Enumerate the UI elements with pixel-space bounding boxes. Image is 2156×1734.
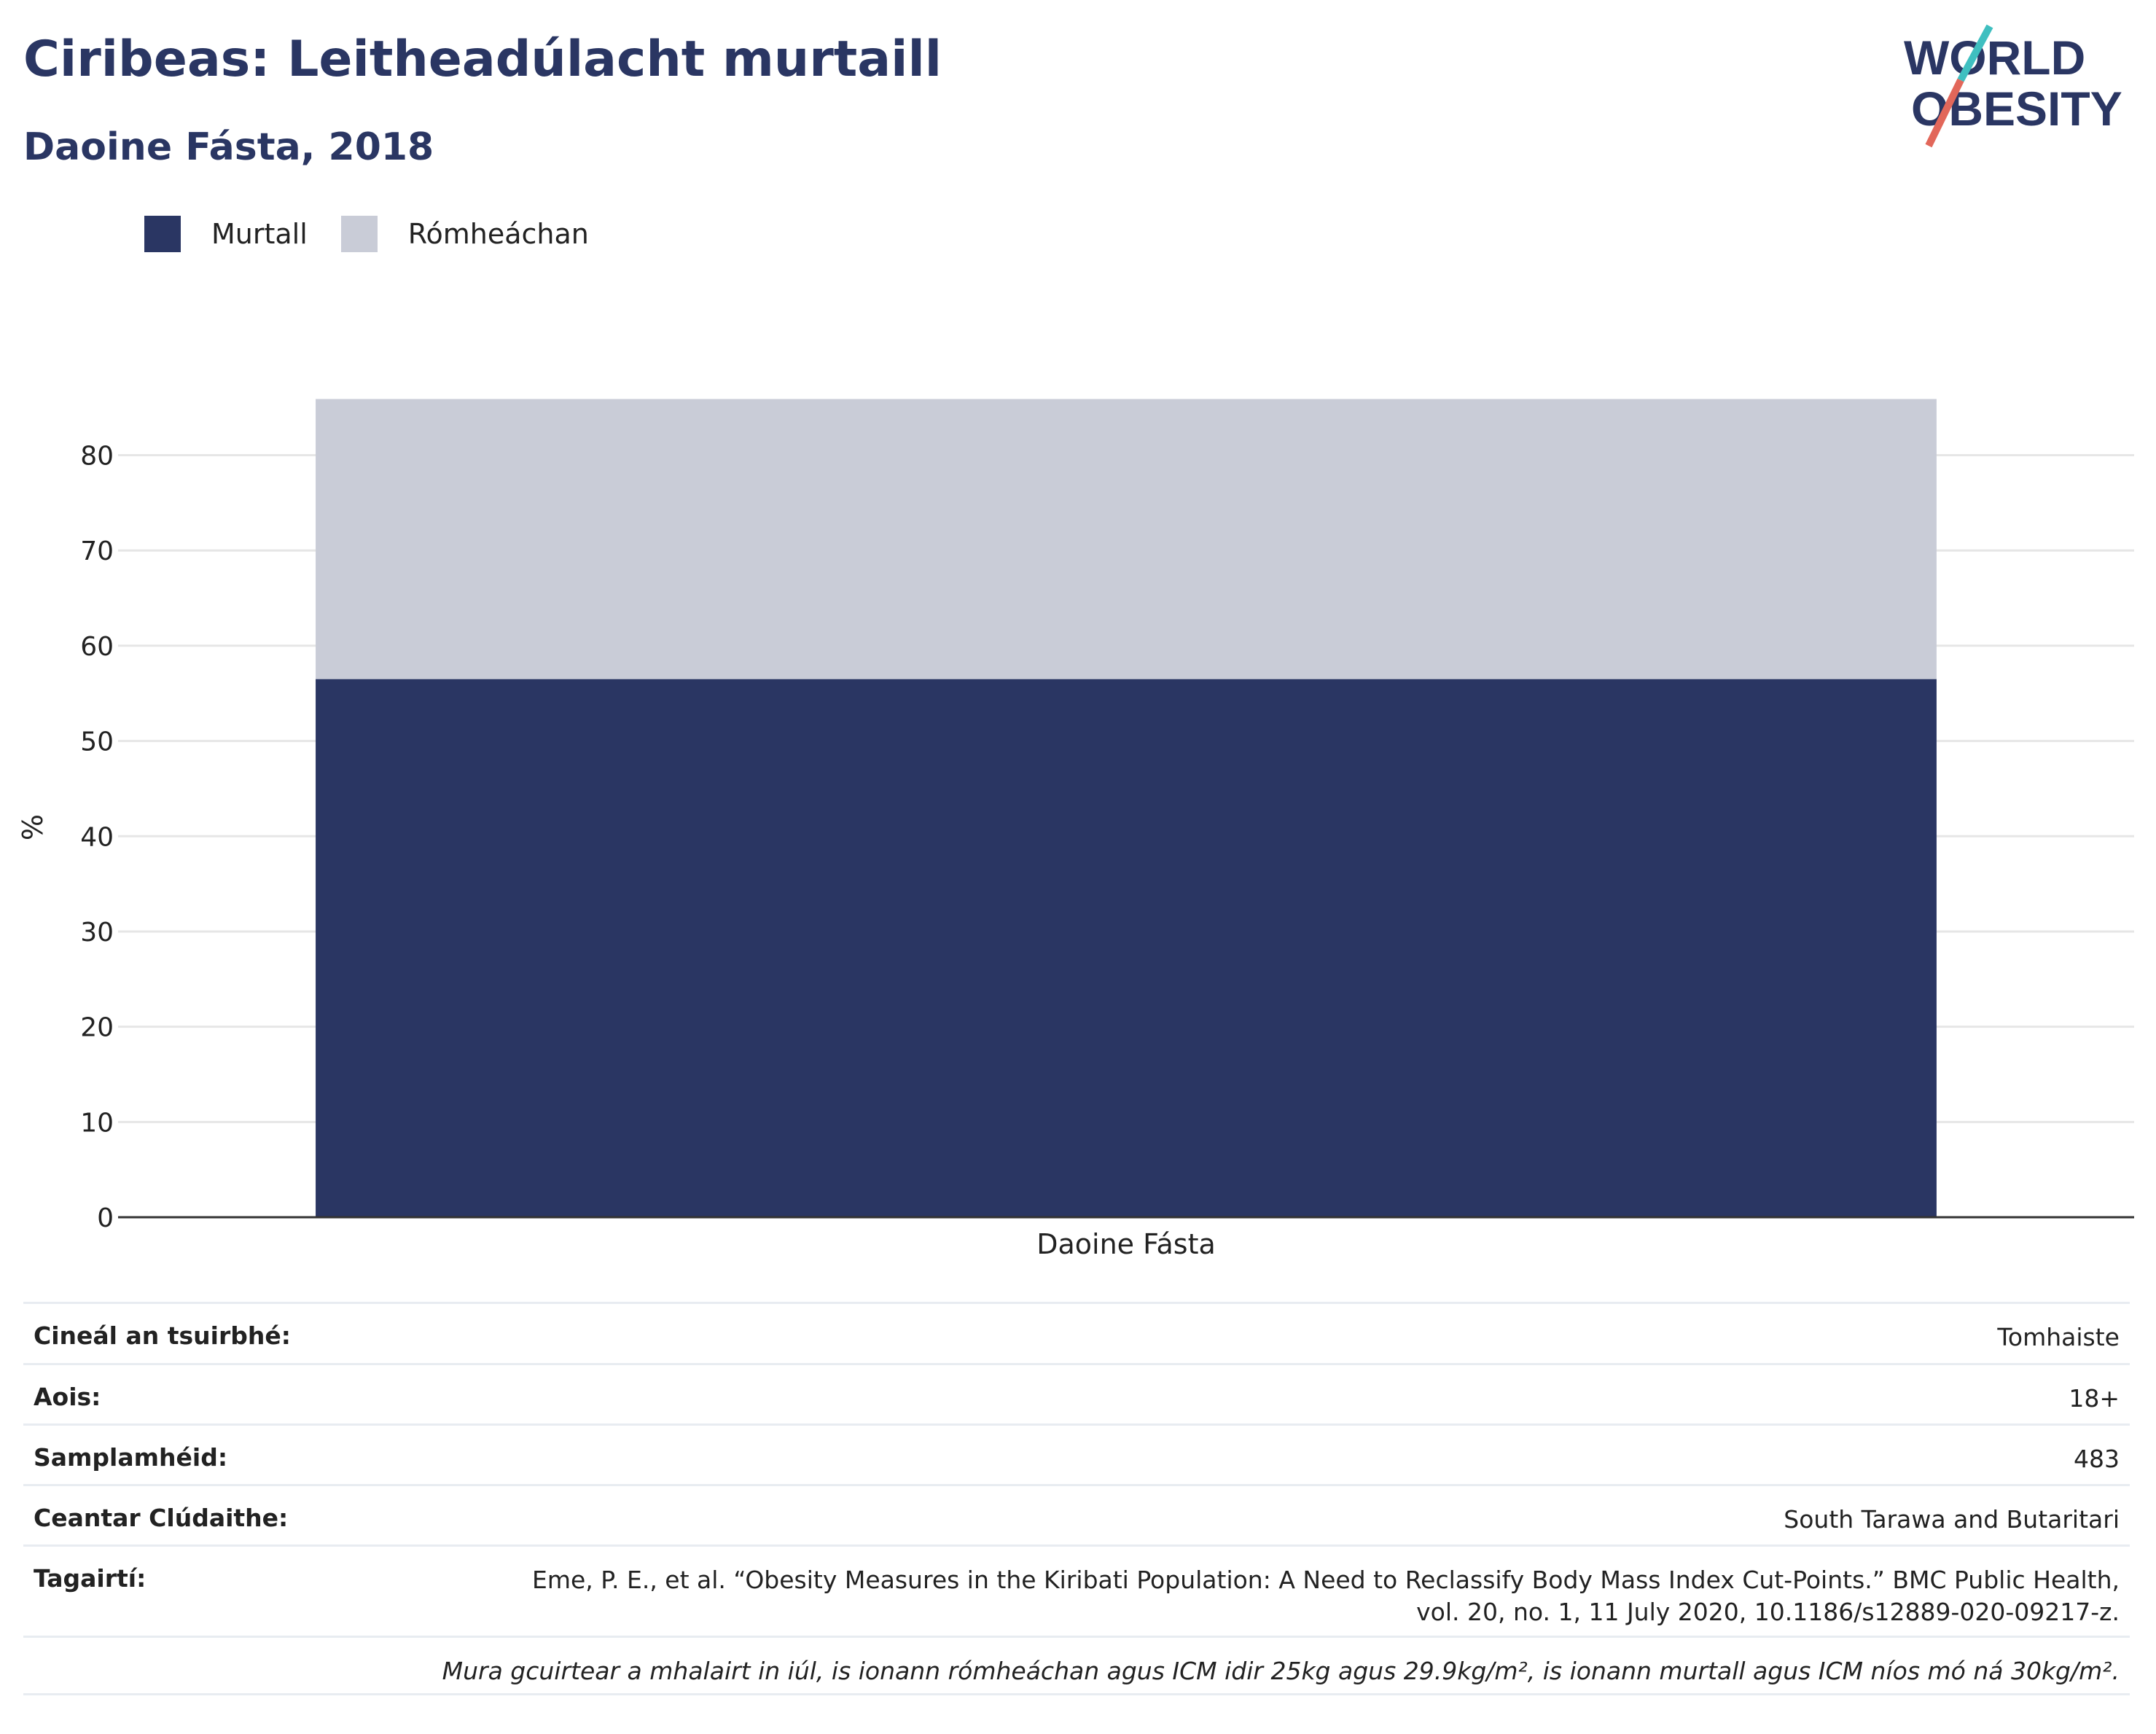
x-category-label: Daoine Fásta	[1036, 1228, 1216, 1260]
y-axis-title: %	[17, 814, 49, 840]
definition-note: Mura gcuirtear a mhalairt in iúl, is ion…	[442, 1657, 2120, 1685]
y-tick-label: 40	[80, 822, 114, 852]
page-title: Ciribeas: Leitheadúlacht murtaill	[23, 31, 942, 88]
y-tick-label: 30	[80, 918, 114, 948]
logo-line1: WORLD	[1904, 31, 2085, 85]
chart-legend: Murtall Rómheáchan	[144, 216, 622, 252]
bar-segment-obese[interactable]	[316, 679, 1937, 1217]
meta-row-coverage: Ceantar Clúdaithe: South Tarawa and Buta…	[23, 1484, 2130, 1544]
bars	[316, 399, 1937, 1217]
page-subtitle: Daoine Fásta, 2018	[23, 125, 434, 169]
age-label: Aois:	[34, 1383, 101, 1411]
sample-size-value: 483	[2074, 1445, 2120, 1473]
y-tick-label: 20	[80, 1013, 114, 1043]
survey-type-label: Cineál an tsuirbhé:	[34, 1321, 291, 1350]
y-tick-label: 10	[80, 1108, 114, 1138]
survey-type-value: Tomhaiste	[1997, 1323, 2120, 1351]
reference-line-2: vol. 20, no. 1, 11 July 2020, 10.1186/s1…	[1416, 1598, 2120, 1626]
meta-row-survey-type: Cineál an tsuirbhé: Tomhaiste	[23, 1302, 2130, 1363]
y-tick-label: 50	[80, 727, 114, 757]
legend-swatch-obese	[144, 216, 181, 252]
y-tick-label: 60	[80, 632, 114, 662]
world-obesity-logo: WORLD OBESITY	[1904, 24, 2122, 148]
age-value: 18+	[2069, 1384, 2120, 1413]
survey-details-table: Cineál an tsuirbhé: Tomhaiste Aois: 18+ …	[23, 1302, 2130, 1695]
legend-label-obese: Murtall	[211, 218, 308, 250]
meta-row-note: Mura gcuirtear a mhalairt in iúl, is ion…	[23, 1636, 2130, 1695]
reference-line-1: Eme, P. E., et al. “Obesity Measures in …	[531, 1566, 2120, 1594]
legend-label-overweight: Rómheáchan	[407, 218, 589, 250]
legend-item-overweight[interactable]: Rómheáchan	[340, 216, 589, 252]
meta-row-age: Aois: 18+	[23, 1363, 2130, 1423]
y-tick-label: 0	[97, 1203, 114, 1233]
y-tick-label: 80	[80, 442, 114, 472]
legend-item-obese[interactable]: Murtall	[144, 216, 308, 252]
meta-row-references: Tagairtí: Eme, P. E., et al. “Obesity Me…	[23, 1544, 2130, 1636]
x-category-labels: Daoine Fásta	[1036, 1228, 1216, 1260]
bar-segment-overweight[interactable]	[316, 399, 1937, 679]
y-tick-labels: 0 10 20 30 40 50 60 70 80	[80, 442, 114, 1233]
legend-swatch-overweight	[340, 216, 378, 252]
references-value: Eme, P. E., et al. “Obesity Measures in …	[532, 1564, 2120, 1628]
references-label: Tagairtí:	[34, 1564, 147, 1593]
coverage-label: Ceantar Clúdaithe:	[34, 1504, 289, 1532]
stacked-bar-chart: 0 10 20 30 40 50 60 70 80 % Daoine Fásta	[17, 399, 2134, 1260]
coverage-value: South Tarawa and Butaritari	[1784, 1505, 2120, 1534]
y-tick-label: 70	[80, 536, 114, 566]
sample-size-label: Samplamhéid:	[34, 1443, 228, 1472]
meta-row-sample-size: Samplamhéid: 483	[23, 1423, 2130, 1484]
